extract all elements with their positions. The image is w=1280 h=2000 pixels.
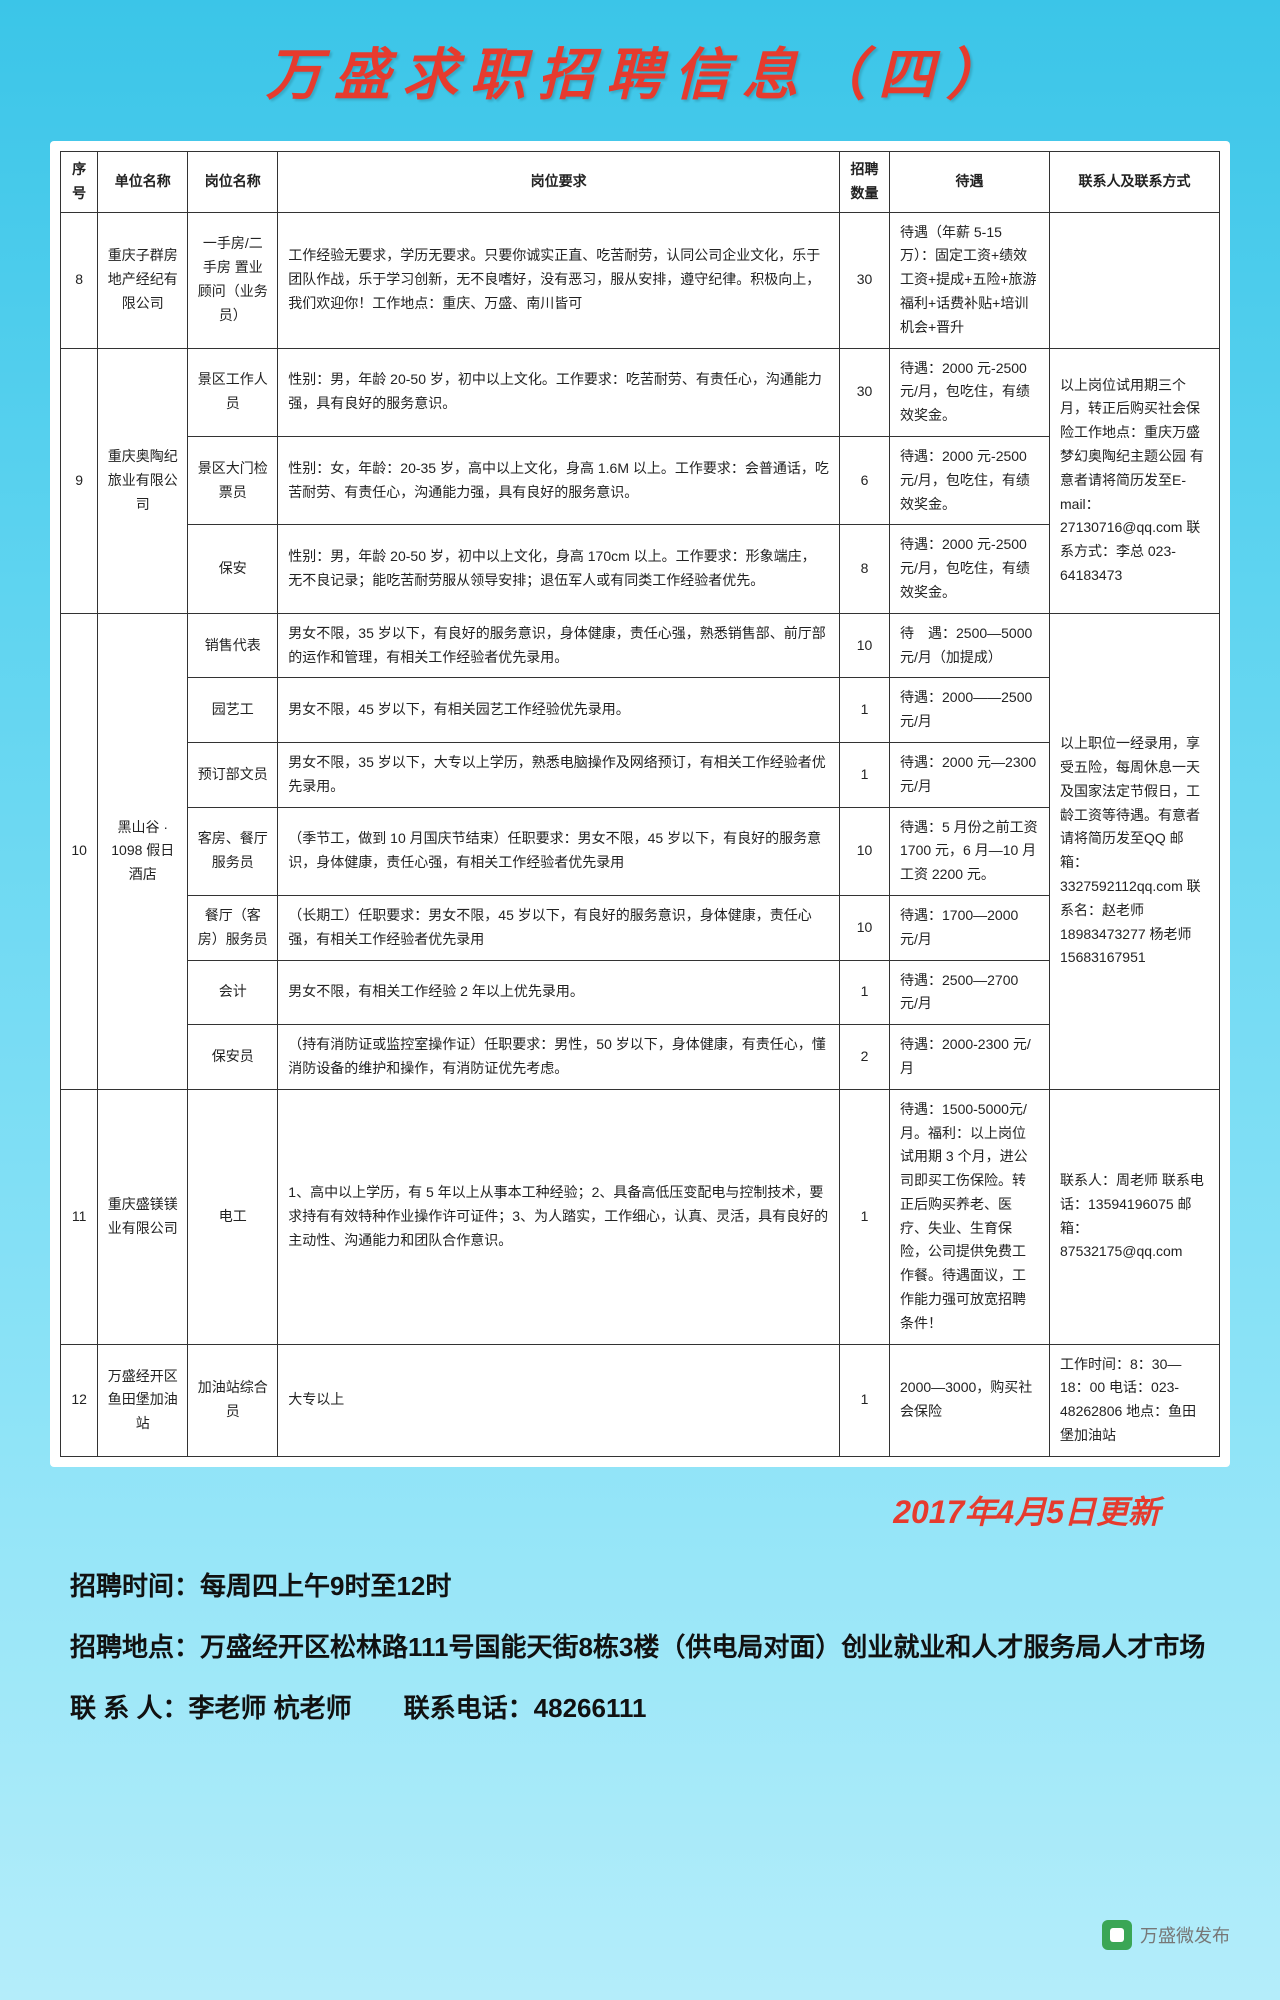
- cell-count: 10: [840, 807, 890, 895]
- table-row: 景区大门检票员性别：女，年龄：20-35 岁，高中以上文化，身高 1.6M 以上…: [61, 436, 1220, 524]
- cell-requirement: 大专以上: [278, 1344, 840, 1456]
- cell-position: 景区大门检票员: [188, 436, 278, 524]
- cell-count: 1: [840, 742, 890, 807]
- cell-company: 黑山谷 · 1098 假日酒店: [98, 613, 188, 1089]
- col-company: 单位名称: [98, 152, 188, 213]
- cell-position: 餐厅（客房）服务员: [188, 895, 278, 960]
- cell-treatment: 待遇：2500—2700 元/月: [890, 960, 1050, 1025]
- table-row: 9重庆奥陶纪旅业有限公司景区工作人员性别：男，年龄 20-50 岁，初中以上文化…: [61, 348, 1220, 436]
- cell-count: 1: [840, 1344, 890, 1456]
- table-container: 序号 单位名称 岗位名称 岗位要求 招聘数量 待遇 联系人及联系方式 8重庆子群…: [50, 141, 1230, 1467]
- cell-requirement: 男女不限，45 岁以下，有相关园艺工作经验优先录用。: [278, 678, 840, 743]
- cell-seq: 12: [61, 1344, 98, 1456]
- cell-count: 1: [840, 1089, 890, 1344]
- cell-seq: 9: [61, 348, 98, 613]
- cell-treatment: 2000—3000，购买社会保险: [890, 1344, 1050, 1456]
- footer-info: 招聘时间：每周四上午9时至12时 招聘地点：万盛经开区松林路111号国能天街8栋…: [50, 1558, 1230, 1738]
- col-count: 招聘数量: [840, 152, 890, 213]
- watermark-text: 万盛微发布: [1140, 1922, 1230, 1948]
- cell-seq: 10: [61, 613, 98, 1089]
- col-treat: 待遇: [890, 152, 1050, 213]
- table-row: 餐厅（客房）服务员（长期工）任职要求：男女不限，45 岁以下，有良好的服务意识，…: [61, 895, 1220, 960]
- cell-requirement: （季节工，做到 10 月国庆节结束）任职要求：男女不限，45 岁以下，有良好的服…: [278, 807, 840, 895]
- cell-treatment: 待遇：2000——2500元/月: [890, 678, 1050, 743]
- cell-position: 预订部文员: [188, 742, 278, 807]
- col-seq: 序号: [61, 152, 98, 213]
- col-req: 岗位要求: [278, 152, 840, 213]
- cell-requirement: 1、高中以上学历，有 5 年以上从事本工种经验；2、具备高低压变配电与控制技术，…: [278, 1089, 840, 1344]
- cell-seq: 11: [61, 1089, 98, 1344]
- table-row: 预订部文员男女不限，35 岁以下，大专以上学历，熟悉电脑操作及网络预订，有相关工…: [61, 742, 1220, 807]
- cell-requirement: 男女不限，35 岁以下，大专以上学历，熟悉电脑操作及网络预订，有相关工作经验者优…: [278, 742, 840, 807]
- table-row: 园艺工男女不限，45 岁以下，有相关园艺工作经验优先录用。1待遇：2000——2…: [61, 678, 1220, 743]
- cell-treatment: 待遇：2000-2300 元/月: [890, 1025, 1050, 1090]
- cell-count: 1: [840, 960, 890, 1025]
- cell-count: 6: [840, 436, 890, 524]
- cell-treatment: 待遇：1700—2000 元/月: [890, 895, 1050, 960]
- table-row: 10黑山谷 · 1098 假日酒店销售代表男女不限，35 岁以下，有良好的服务意…: [61, 613, 1220, 678]
- cell-company: 万盛经开区鱼田堡加油站: [98, 1344, 188, 1456]
- cell-position: 保安员: [188, 1025, 278, 1090]
- table-row: 客房、餐厅服务员（季节工，做到 10 月国庆节结束）任职要求：男女不限，45 岁…: [61, 807, 1220, 895]
- cell-requirement: （持有消防证或监控室操作证）任职要求：男性，50 岁以下，身体健康，有责任心，懂…: [278, 1025, 840, 1090]
- wechat-icon: [1102, 1920, 1132, 1950]
- cell-contact: 联系人：周老师 联系电话：13594196075 邮箱：87532175@qq.…: [1050, 1089, 1220, 1344]
- job-table: 序号 单位名称 岗位名称 岗位要求 招聘数量 待遇 联系人及联系方式 8重庆子群…: [60, 151, 1220, 1457]
- table-header-row: 序号 单位名称 岗位名称 岗位要求 招聘数量 待遇 联系人及联系方式: [61, 152, 1220, 213]
- cell-treatment: 待遇：2000 元-2500元/月，包吃住，有绩效奖金。: [890, 436, 1050, 524]
- cell-treatment: 待遇（年薪 5-15 万）：固定工资+绩效工资+提成+五险+旅游福利+话费补贴+…: [890, 212, 1050, 348]
- cell-treatment: 待遇：2000 元—2300元/月: [890, 742, 1050, 807]
- cell-count: 2: [840, 1025, 890, 1090]
- cell-treatment: 待遇：1500-5000元/月。福利：以上岗位试用期 3 个月，进公司即买工伤保…: [890, 1089, 1050, 1344]
- page-title: 万盛求职招聘信息（四）: [50, 30, 1230, 111]
- table-row: 11重庆盛镁镁业有限公司电工1、高中以上学历，有 5 年以上从事本工种经验；2、…: [61, 1089, 1220, 1344]
- table-row: 保安性别：男，年龄 20-50 岁，初中以上文化，身高 170cm 以上。工作要…: [61, 525, 1220, 613]
- footer-time: 招聘时间：每周四上午9时至12时: [70, 1558, 1230, 1615]
- table-row: 8重庆子群房地产经纪有限公司一手房/二手房 置业顾问（业务员）工作经验无要求，学…: [61, 212, 1220, 348]
- cell-position: 销售代表: [188, 613, 278, 678]
- cell-count: 10: [840, 613, 890, 678]
- cell-requirement: 性别：男，年龄 20-50 岁，初中以上文化。工作要求：吃苦耐劳、有责任心，沟通…: [278, 348, 840, 436]
- cell-requirement: 男女不限，有相关工作经验 2 年以上优先录用。: [278, 960, 840, 1025]
- cell-requirement: （长期工）任职要求：男女不限，45 岁以下，有良好的服务意识，身体健康，责任心强…: [278, 895, 840, 960]
- cell-position: 景区工作人员: [188, 348, 278, 436]
- cell-count: 1: [840, 678, 890, 743]
- cell-contact: 以上职位一经录用，享受五险，每周休息一天及国家法定节假日，工龄工资等待遇。有意者…: [1050, 613, 1220, 1089]
- watermark: 万盛微发布: [1102, 1920, 1230, 1950]
- cell-treatment: 待遇：5 月份之前工资 1700 元，6 月—10 月工资 2200 元。: [890, 807, 1050, 895]
- cell-count: 30: [840, 348, 890, 436]
- table-row: 保安员（持有消防证或监控室操作证）任职要求：男性，50 岁以下，身体健康，有责任…: [61, 1025, 1220, 1090]
- cell-treatment: 待遇：2000 元-2500元/月，包吃住，有绩效奖金。: [890, 348, 1050, 436]
- col-position: 岗位名称: [188, 152, 278, 213]
- cell-count: 8: [840, 525, 890, 613]
- cell-position: 电工: [188, 1089, 278, 1344]
- cell-seq: 8: [61, 212, 98, 348]
- table-row: 12万盛经开区鱼田堡加油站加油站综合员大专以上12000—3000，购买社会保险…: [61, 1344, 1220, 1456]
- cell-contact: 以上岗位试用期三个月，转正后购买社会保险工作地点：重庆万盛梦幻奥陶纪主题公园 有…: [1050, 348, 1220, 613]
- cell-treatment: 待 遇：2500—5000元/月（加提成）: [890, 613, 1050, 678]
- cell-position: 加油站综合员: [188, 1344, 278, 1456]
- cell-position: 一手房/二手房 置业顾问（业务员）: [188, 212, 278, 348]
- cell-contact: 工作时间：8：30—18：00 电话：023-48262806 地点：鱼田堡加油…: [1050, 1344, 1220, 1456]
- cell-position: 客房、餐厅服务员: [188, 807, 278, 895]
- table-row: 会计男女不限，有相关工作经验 2 年以上优先录用。1待遇：2500—2700 元…: [61, 960, 1220, 1025]
- cell-company: 重庆奥陶纪旅业有限公司: [98, 348, 188, 613]
- footer-place: 招聘地点：万盛经开区松林路111号国能天街8栋3楼（供电局对面）创业就业和人才服…: [70, 1619, 1230, 1676]
- cell-count: 30: [840, 212, 890, 348]
- footer-contact: 联 系 人：李老师 杭老师 联系电话：48266111: [70, 1680, 1230, 1737]
- cell-requirement: 性别：女，年龄：20-35 岁，高中以上文化，身高 1.6M 以上。工作要求：会…: [278, 436, 840, 524]
- cell-count: 10: [840, 895, 890, 960]
- cell-company: 重庆盛镁镁业有限公司: [98, 1089, 188, 1344]
- cell-requirement: 工作经验无要求，学历无要求。只要你诚实正直、吃苦耐劳，认同公司企业文化，乐于团队…: [278, 212, 840, 348]
- cell-position: 保安: [188, 525, 278, 613]
- cell-treatment: 待遇：2000 元-2500元/月，包吃住，有绩效奖金。: [890, 525, 1050, 613]
- cell-company: 重庆子群房地产经纪有限公司: [98, 212, 188, 348]
- col-contact: 联系人及联系方式: [1050, 152, 1220, 213]
- cell-contact: [1050, 212, 1220, 348]
- cell-requirement: 男女不限，35 岁以下，有良好的服务意识，身体健康，责任心强，熟悉销售部、前厅部…: [278, 613, 840, 678]
- cell-position: 会计: [188, 960, 278, 1025]
- update-date: 2017年4月5日更新: [50, 1487, 1160, 1533]
- cell-position: 园艺工: [188, 678, 278, 743]
- cell-requirement: 性别：男，年龄 20-50 岁，初中以上文化，身高 170cm 以上。工作要求：…: [278, 525, 840, 613]
